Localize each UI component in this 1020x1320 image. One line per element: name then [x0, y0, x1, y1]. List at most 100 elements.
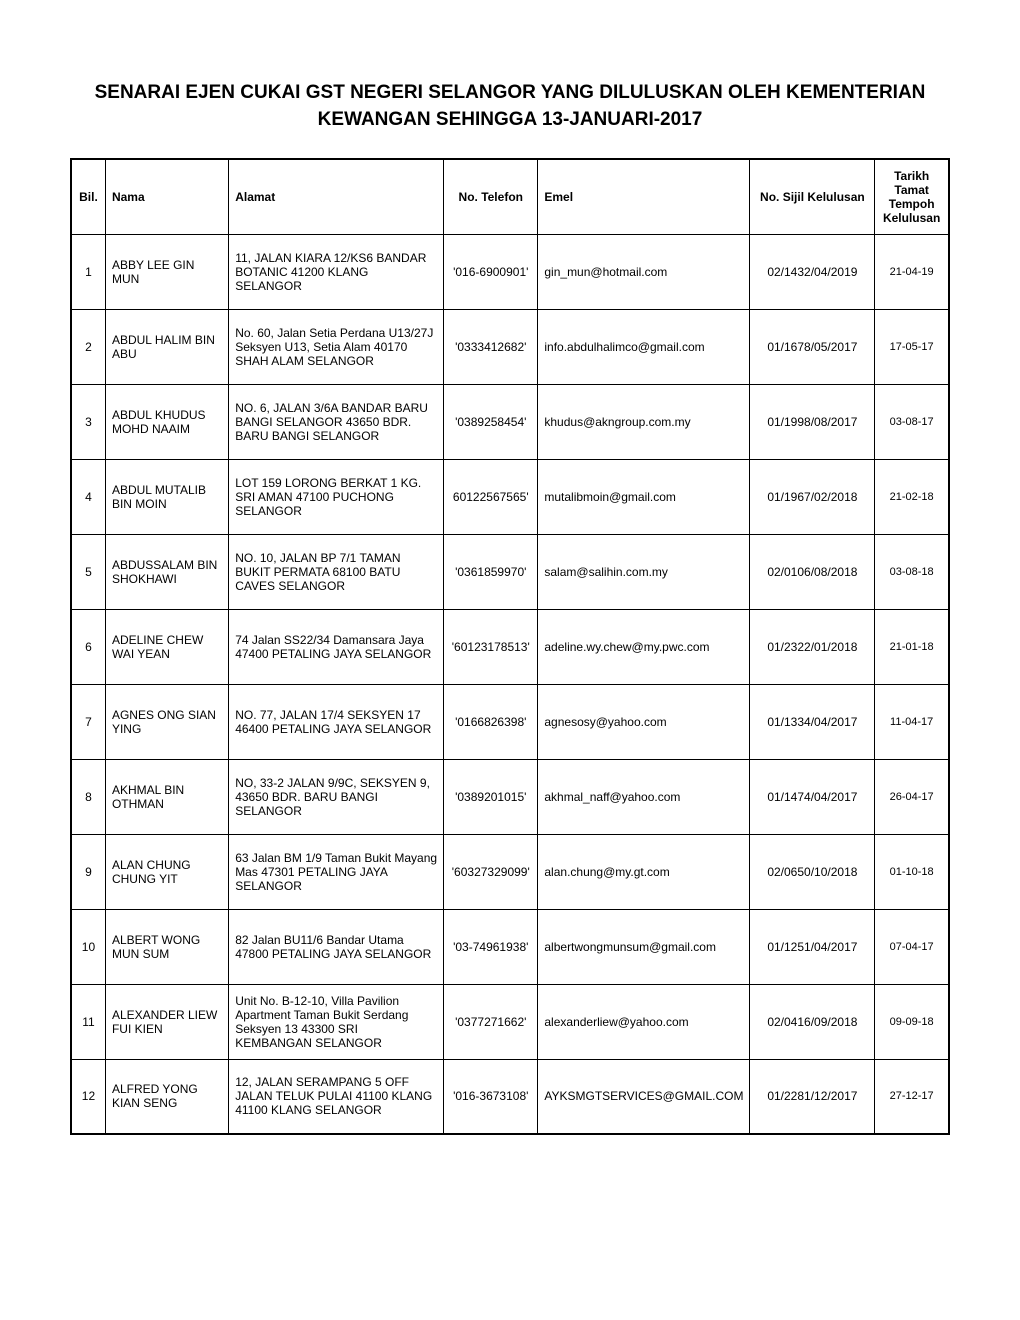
data-table: Bil. Nama Alamat No. Telefon Emel No. Si… — [70, 158, 950, 1135]
table-row: 1ABBY LEE GIN MUN11, JALAN KIARA 12/KS6 … — [71, 234, 949, 309]
cell-nama: ABBY LEE GIN MUN — [105, 234, 228, 309]
cell-emel: alan.chung@my.gt.com — [538, 834, 750, 909]
cell-bil: 12 — [71, 1059, 105, 1134]
cell-bil: 10 — [71, 909, 105, 984]
table-row: 9ALAN CHUNG CHUNG YIT63 Jalan BM 1/9 Tam… — [71, 834, 949, 909]
cell-sijil: 02/0650/10/2018 — [750, 834, 875, 909]
header-emel: Emel — [538, 159, 750, 234]
cell-tarikh: 09-09-18 — [875, 984, 949, 1059]
cell-sijil: 01/1998/08/2017 — [750, 384, 875, 459]
cell-alamat: 63 Jalan BM 1/9 Taman Bukit Mayang Mas 4… — [229, 834, 444, 909]
cell-telefon: '0389258454' — [444, 384, 538, 459]
cell-alamat: 12, JALAN SERAMPANG 5 OFF JALAN TELUK PU… — [229, 1059, 444, 1134]
cell-nama: ABDUL KHUDUS MOHD NAAIM — [105, 384, 228, 459]
cell-tarikh: 21-01-18 — [875, 609, 949, 684]
cell-nama: ALAN CHUNG CHUNG YIT — [105, 834, 228, 909]
cell-emel: albertwongmunsum@gmail.com — [538, 909, 750, 984]
cell-bil: 4 — [71, 459, 105, 534]
cell-sijil: 02/0106/08/2018 — [750, 534, 875, 609]
cell-sijil: 01/1251/04/2017 — [750, 909, 875, 984]
cell-emel: info.abdulhalimco@gmail.com — [538, 309, 750, 384]
header-sijil: No. Sijil Kelulusan — [750, 159, 875, 234]
cell-tarikh: 01-10-18 — [875, 834, 949, 909]
table-row: 5ABDUSSALAM BIN SHOKHAWINO. 10, JALAN BP… — [71, 534, 949, 609]
cell-nama: ALFRED YONG KIAN SENG — [105, 1059, 228, 1134]
cell-alamat: No. 60, Jalan Setia Perdana U13/27J Seks… — [229, 309, 444, 384]
cell-emel: gin_mun@hotmail.com — [538, 234, 750, 309]
table-row: 10ALBERT WONG MUN SUM82 Jalan BU11/6 Ban… — [71, 909, 949, 984]
cell-sijil: 01/1474/04/2017 — [750, 759, 875, 834]
cell-telefon: '0389201015' — [444, 759, 538, 834]
table-row: 11ALEXANDER LIEW FUI KIENUnit No. B-12-1… — [71, 984, 949, 1059]
cell-bil: 2 — [71, 309, 105, 384]
cell-telefon: '60123178513' — [444, 609, 538, 684]
cell-tarikh: 03-08-17 — [875, 384, 949, 459]
cell-tarikh: 03-08-18 — [875, 534, 949, 609]
cell-tarikh: 11-04-17 — [875, 684, 949, 759]
cell-alamat: 74 Jalan SS22/34 Damansara Jaya 47400 PE… — [229, 609, 444, 684]
cell-nama: AGNES ONG SIAN YING — [105, 684, 228, 759]
cell-emel: salam@salihin.com.my — [538, 534, 750, 609]
cell-nama: ABDUL HALIM BIN ABU — [105, 309, 228, 384]
cell-bil: 6 — [71, 609, 105, 684]
cell-bil: 9 — [71, 834, 105, 909]
header-alamat: Alamat — [229, 159, 444, 234]
cell-alamat: NO. 77, JALAN 17/4 SEKSYEN 17 46400 PETA… — [229, 684, 444, 759]
cell-telefon: '0377271662' — [444, 984, 538, 1059]
cell-nama: ABDUSSALAM BIN SHOKHAWI — [105, 534, 228, 609]
cell-tarikh: 27-12-17 — [875, 1059, 949, 1134]
cell-telefon: '016-3673108' — [444, 1059, 538, 1134]
cell-bil: 3 — [71, 384, 105, 459]
table-row: 12ALFRED YONG KIAN SENG12, JALAN SERAMPA… — [71, 1059, 949, 1134]
cell-alamat: 11, JALAN KIARA 12/KS6 BANDAR BOTANIC 41… — [229, 234, 444, 309]
cell-emel: mutalibmoin@gmail.com — [538, 459, 750, 534]
cell-sijil: 01/2322/01/2018 — [750, 609, 875, 684]
cell-emel: akhmal_naff@yahoo.com — [538, 759, 750, 834]
table-row: 7AGNES ONG SIAN YINGNO. 77, JALAN 17/4 S… — [71, 684, 949, 759]
cell-alamat: NO, 33-2 JALAN 9/9C, SEKSYEN 9, 43650 BD… — [229, 759, 444, 834]
table-row: 4ABDUL MUTALIB BIN MOINLOT 159 LORONG BE… — [71, 459, 949, 534]
cell-alamat: NO. 6, JALAN 3/6A BANDAR BARU BANGI SELA… — [229, 384, 444, 459]
cell-telefon: '0333412682' — [444, 309, 538, 384]
cell-nama: ABDUL MUTALIB BIN MOIN — [105, 459, 228, 534]
header-telefon: No. Telefon — [444, 159, 538, 234]
cell-sijil: 01/1678/05/2017 — [750, 309, 875, 384]
header-tarikh: Tarikh Tamat Tempoh Kelulusan — [875, 159, 949, 234]
cell-sijil: 02/0416/09/2018 — [750, 984, 875, 1059]
table-row: 8AKHMAL BIN OTHMANNO, 33-2 JALAN 9/9C, S… — [71, 759, 949, 834]
cell-alamat: LOT 159 LORONG BERKAT 1 KG. SRI AMAN 471… — [229, 459, 444, 534]
cell-tarikh: 26-04-17 — [875, 759, 949, 834]
cell-sijil: 01/1967/02/2018 — [750, 459, 875, 534]
page-title: SENARAI EJEN CUKAI GST NEGERI SELANGOR Y… — [70, 80, 950, 133]
cell-telefon: '0166826398' — [444, 684, 538, 759]
cell-telefon: '03-74961938' — [444, 909, 538, 984]
cell-sijil: 02/1432/04/2019 — [750, 234, 875, 309]
cell-emel: adeline.wy.chew@my.pwc.com — [538, 609, 750, 684]
cell-sijil: 01/2281/12/2017 — [750, 1059, 875, 1134]
cell-tarikh: 07-04-17 — [875, 909, 949, 984]
cell-bil: 11 — [71, 984, 105, 1059]
cell-bil: 1 — [71, 234, 105, 309]
cell-tarikh: 21-02-18 — [875, 459, 949, 534]
cell-emel: alexanderliew@yahoo.com — [538, 984, 750, 1059]
table-row: 2ABDUL HALIM BIN ABUNo. 60, Jalan Setia … — [71, 309, 949, 384]
cell-tarikh: 21-04-19 — [875, 234, 949, 309]
cell-bil: 7 — [71, 684, 105, 759]
cell-nama: ADELINE CHEW WAI YEAN — [105, 609, 228, 684]
cell-sijil: 01/1334/04/2017 — [750, 684, 875, 759]
table-row: 6ADELINE CHEW WAI YEAN74 Jalan SS22/34 D… — [71, 609, 949, 684]
cell-bil: 5 — [71, 534, 105, 609]
cell-telefon: '0361859970' — [444, 534, 538, 609]
cell-telefon: '60327329099' — [444, 834, 538, 909]
cell-alamat: 82 Jalan BU11/6 Bandar Utama 47800 PETAL… — [229, 909, 444, 984]
cell-emel: khudus@akngroup.com.my — [538, 384, 750, 459]
header-bil: Bil. — [71, 159, 105, 234]
cell-nama: ALBERT WONG MUN SUM — [105, 909, 228, 984]
cell-bil: 8 — [71, 759, 105, 834]
cell-telefon: 60122567565' — [444, 459, 538, 534]
cell-nama: ALEXANDER LIEW FUI KIEN — [105, 984, 228, 1059]
cell-tarikh: 17-05-17 — [875, 309, 949, 384]
cell-alamat: NO. 10, JALAN BP 7/1 TAMAN BUKIT PERMATA… — [229, 534, 444, 609]
cell-emel: agnesosy@yahoo.com — [538, 684, 750, 759]
cell-emel: AYKSMGTSERVICES@GMAIL.COM — [538, 1059, 750, 1134]
